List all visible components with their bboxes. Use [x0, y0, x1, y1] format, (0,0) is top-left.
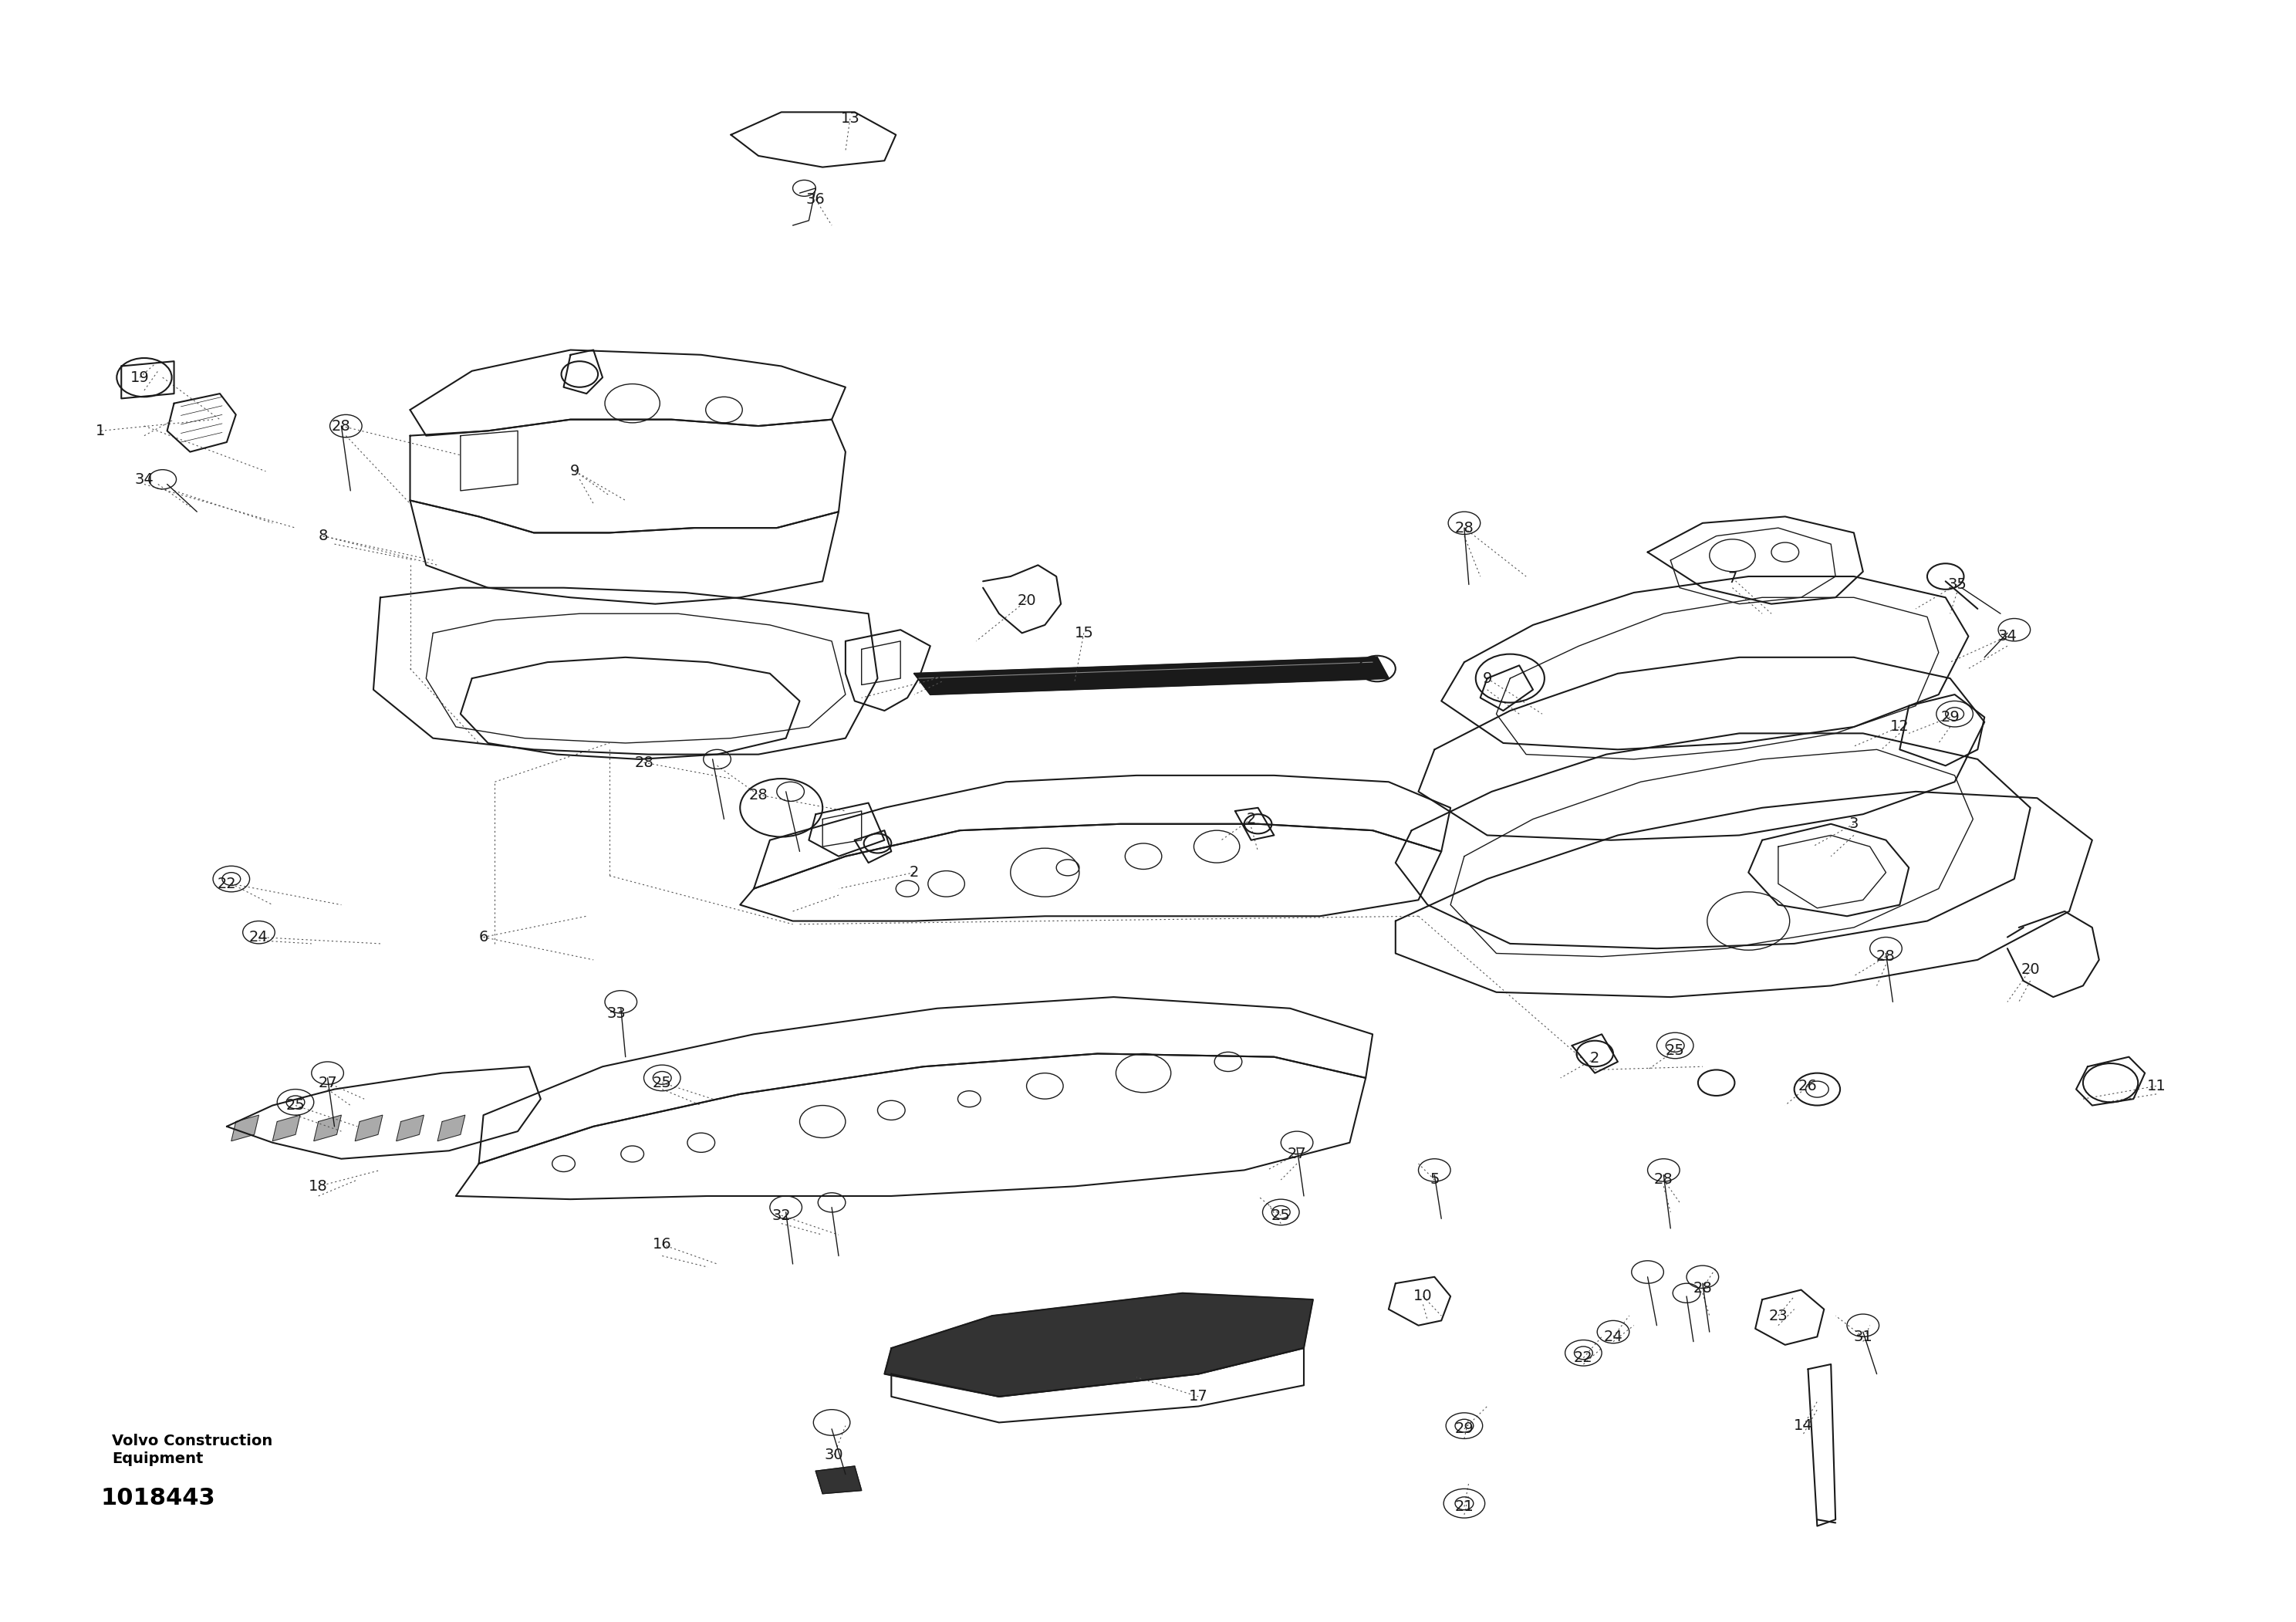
Text: 27: 27 [319, 1075, 338, 1090]
Text: 21: 21 [1456, 1499, 1474, 1513]
Text: 11: 11 [2147, 1079, 2165, 1093]
Text: 28: 28 [1653, 1173, 1674, 1187]
Text: 15: 15 [1075, 626, 1093, 641]
Text: 26: 26 [1798, 1079, 1818, 1093]
Text: 27: 27 [1288, 1147, 1306, 1161]
Polygon shape [232, 1116, 259, 1140]
Text: 33: 33 [606, 1006, 627, 1020]
Text: 28: 28 [748, 788, 767, 803]
Text: 29: 29 [1456, 1421, 1474, 1437]
Text: 12: 12 [1890, 720, 1910, 735]
Text: 28: 28 [1692, 1281, 1713, 1296]
Text: 20: 20 [2020, 962, 2039, 976]
Polygon shape [439, 1116, 466, 1140]
Text: 22: 22 [1573, 1351, 1593, 1366]
Text: 32: 32 [771, 1208, 790, 1223]
Text: 6: 6 [478, 929, 489, 944]
Text: 34: 34 [135, 472, 154, 487]
Polygon shape [884, 1293, 1313, 1397]
Text: 13: 13 [840, 112, 859, 127]
Text: 28: 28 [1456, 521, 1474, 535]
Polygon shape [356, 1116, 383, 1140]
Text: 18: 18 [310, 1179, 328, 1194]
Text: 1018443: 1018443 [101, 1487, 216, 1510]
Text: 23: 23 [1768, 1309, 1789, 1324]
Text: 28: 28 [634, 756, 654, 770]
Text: 1: 1 [96, 423, 106, 438]
Polygon shape [397, 1116, 425, 1140]
Text: Volvo Construction
Equipment: Volvo Construction Equipment [113, 1434, 273, 1466]
Text: 34: 34 [1998, 629, 2016, 644]
Text: 24: 24 [1603, 1330, 1623, 1345]
Text: 25: 25 [1665, 1043, 1685, 1058]
Text: 20: 20 [1017, 594, 1035, 608]
Text: 36: 36 [806, 191, 824, 208]
Text: 4: 4 [932, 672, 941, 686]
Text: 3: 3 [1848, 816, 1860, 830]
Text: 30: 30 [824, 1447, 843, 1461]
Text: 10: 10 [1414, 1289, 1433, 1304]
Text: 25: 25 [652, 1075, 673, 1090]
Text: 8: 8 [319, 529, 328, 543]
Text: 28: 28 [331, 418, 351, 433]
Text: 25: 25 [287, 1098, 305, 1113]
Text: 2: 2 [1591, 1051, 1600, 1066]
Polygon shape [914, 657, 1389, 694]
Text: 7: 7 [1727, 571, 1738, 586]
Text: 35: 35 [1947, 577, 1968, 592]
Text: 14: 14 [1793, 1418, 1814, 1434]
Text: 25: 25 [1272, 1208, 1290, 1223]
Text: 5: 5 [1430, 1173, 1440, 1187]
Text: 29: 29 [1940, 710, 1961, 725]
Text: 9: 9 [569, 464, 581, 478]
Text: 31: 31 [1853, 1330, 1874, 1345]
Polygon shape [315, 1116, 342, 1140]
Text: 17: 17 [1189, 1390, 1208, 1405]
Text: 16: 16 [652, 1238, 673, 1252]
Text: 24: 24 [250, 929, 269, 944]
Text: 9: 9 [1483, 672, 1492, 686]
Polygon shape [815, 1466, 861, 1494]
Text: 2: 2 [1247, 811, 1256, 827]
Text: 2: 2 [909, 865, 918, 879]
Text: 19: 19 [131, 370, 149, 384]
Text: 22: 22 [218, 876, 236, 890]
Text: 28: 28 [1876, 949, 1896, 963]
Polygon shape [273, 1116, 301, 1140]
